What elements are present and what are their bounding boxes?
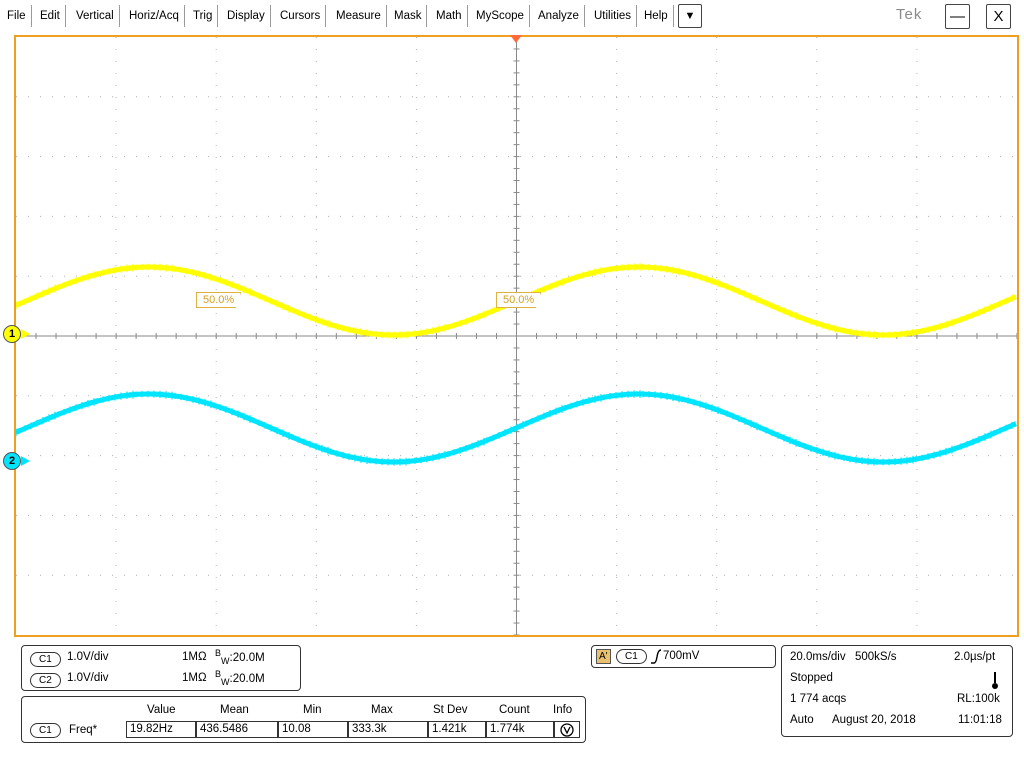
ch2-badge[interactable]: C2: [30, 673, 61, 688]
ch2-impedance: 1MΩ: [182, 672, 207, 684]
menu-horiz-acq[interactable]: Horiz/Acq: [124, 5, 185, 27]
bw-value: :20.0M: [229, 651, 265, 664]
ref-level-label: 50.0%: [496, 292, 542, 308]
rising-edge-icon: [651, 649, 662, 664]
measurement-min: 10.08: [278, 721, 348, 738]
column-header: Value: [147, 704, 176, 716]
trigger-source-badge[interactable]: C1: [616, 649, 647, 664]
measurement-info-button[interactable]: [554, 721, 580, 738]
ch2-bandwidth: BW:20.0M: [215, 669, 265, 687]
ref-level-label: 50.0%: [196, 292, 242, 308]
ch2-scale[interactable]: 1.0V/div: [67, 672, 109, 684]
menu-mask[interactable]: Mask: [389, 5, 428, 27]
bw-prefix: B: [215, 669, 222, 679]
trigger-level[interactable]: 700mV: [663, 650, 700, 662]
bw-prefix: B: [215, 648, 222, 658]
ch1-arrow-icon: [21, 329, 30, 339]
ch2-ground-marker[interactable]: 2: [3, 452, 21, 470]
ch1-ground-marker[interactable]: 1: [3, 325, 21, 343]
minimize-button[interactable]: —: [945, 4, 970, 29]
trigger-mode-tag: A': [596, 649, 611, 664]
time: 11:01:18: [958, 714, 1002, 726]
close-button[interactable]: X: [986, 4, 1011, 29]
menu-math[interactable]: Math: [431, 5, 468, 27]
date: August 20, 2018: [832, 714, 916, 726]
menu-myscope[interactable]: MyScope: [471, 5, 530, 27]
acquisition-count: 1 774 acqs: [790, 693, 847, 705]
menu-bar: File Edit Vertical Horiz/Acq Trig Displa…: [0, 0, 1024, 32]
column-header: Max: [371, 704, 393, 716]
ch2-waveform-noise: [16, 390, 1016, 466]
ch1-badge[interactable]: C1: [30, 652, 61, 667]
menu-cursors[interactable]: Cursors: [275, 5, 327, 27]
info-icon: [560, 723, 574, 737]
measurement-mean: 436.5486: [196, 721, 278, 738]
acquisition-state: Stopped: [790, 672, 833, 684]
trigger-mode: Auto: [790, 714, 814, 726]
column-header: Info: [553, 704, 573, 716]
trigger-position-icon[interactable]: [510, 35, 522, 44]
waveform-display[interactable]: [14, 35, 1019, 637]
ch1-waveform-noise: [16, 263, 1016, 339]
ch1-bandwidth: BW:20.0M: [215, 648, 265, 666]
measurement-stdev: 1.421k: [428, 721, 486, 738]
trigger-panel[interactable]: A' C1 700mV: [591, 645, 776, 668]
menu-file[interactable]: File: [2, 5, 32, 27]
ch2-waveform: [16, 391, 1017, 465]
menu-measure[interactable]: Measure: [331, 5, 387, 27]
measurement-value: 19.82Hz: [126, 721, 196, 738]
bw-sub: W: [221, 656, 230, 667]
ch2-arrow-icon: [21, 456, 30, 466]
menu-utilities[interactable]: Utilities: [589, 5, 638, 27]
column-header: St Dev: [433, 704, 468, 716]
acquisition-panel[interactable]: 20.0ms/div 500kS/s 2.0µs/pt Stopped 1 77…: [781, 645, 1013, 737]
menu-edit[interactable]: Edit: [35, 5, 66, 27]
column-header: Count: [499, 704, 530, 716]
measurement-table: Value Mean Min Max St Dev Count Info C1 …: [21, 696, 586, 743]
menu-dropdown-button[interactable]: ▼: [678, 4, 702, 28]
time-resolution: 2.0µs/pt: [954, 651, 996, 663]
menu-vertical[interactable]: Vertical: [71, 5, 120, 27]
ch1-scale[interactable]: 1.0V/div: [67, 651, 109, 663]
bw-value: :20.0M: [229, 672, 265, 685]
channel-panel: C1 1.0V/div 1MΩ BW:20.0M C2 1.0V/div 1MΩ…: [21, 645, 301, 691]
menu-trig[interactable]: Trig: [188, 5, 219, 27]
timebase[interactable]: 20.0ms/div: [790, 651, 846, 663]
bw-sub: W: [221, 677, 230, 688]
menu-analyze[interactable]: Analyze: [533, 5, 585, 27]
record-length: RL:100k: [957, 693, 1000, 705]
ch1-impedance: 1MΩ: [182, 651, 207, 663]
menu-display[interactable]: Display: [222, 5, 271, 27]
column-header: Min: [303, 704, 322, 716]
brand-logo: Tek: [896, 6, 923, 23]
single-sequence-icon: [992, 672, 998, 689]
measurement-max: 333.3k: [348, 721, 428, 738]
menu-help[interactable]: Help: [639, 5, 674, 27]
measurement-source-badge[interactable]: C1: [30, 723, 61, 738]
column-header: Mean: [220, 704, 249, 716]
measurement-count: 1.774k: [486, 721, 554, 738]
measurement-name[interactable]: Freq*: [69, 724, 98, 736]
waveform-graticule: [16, 37, 1017, 635]
sample-rate: 500kS/s: [855, 651, 897, 663]
